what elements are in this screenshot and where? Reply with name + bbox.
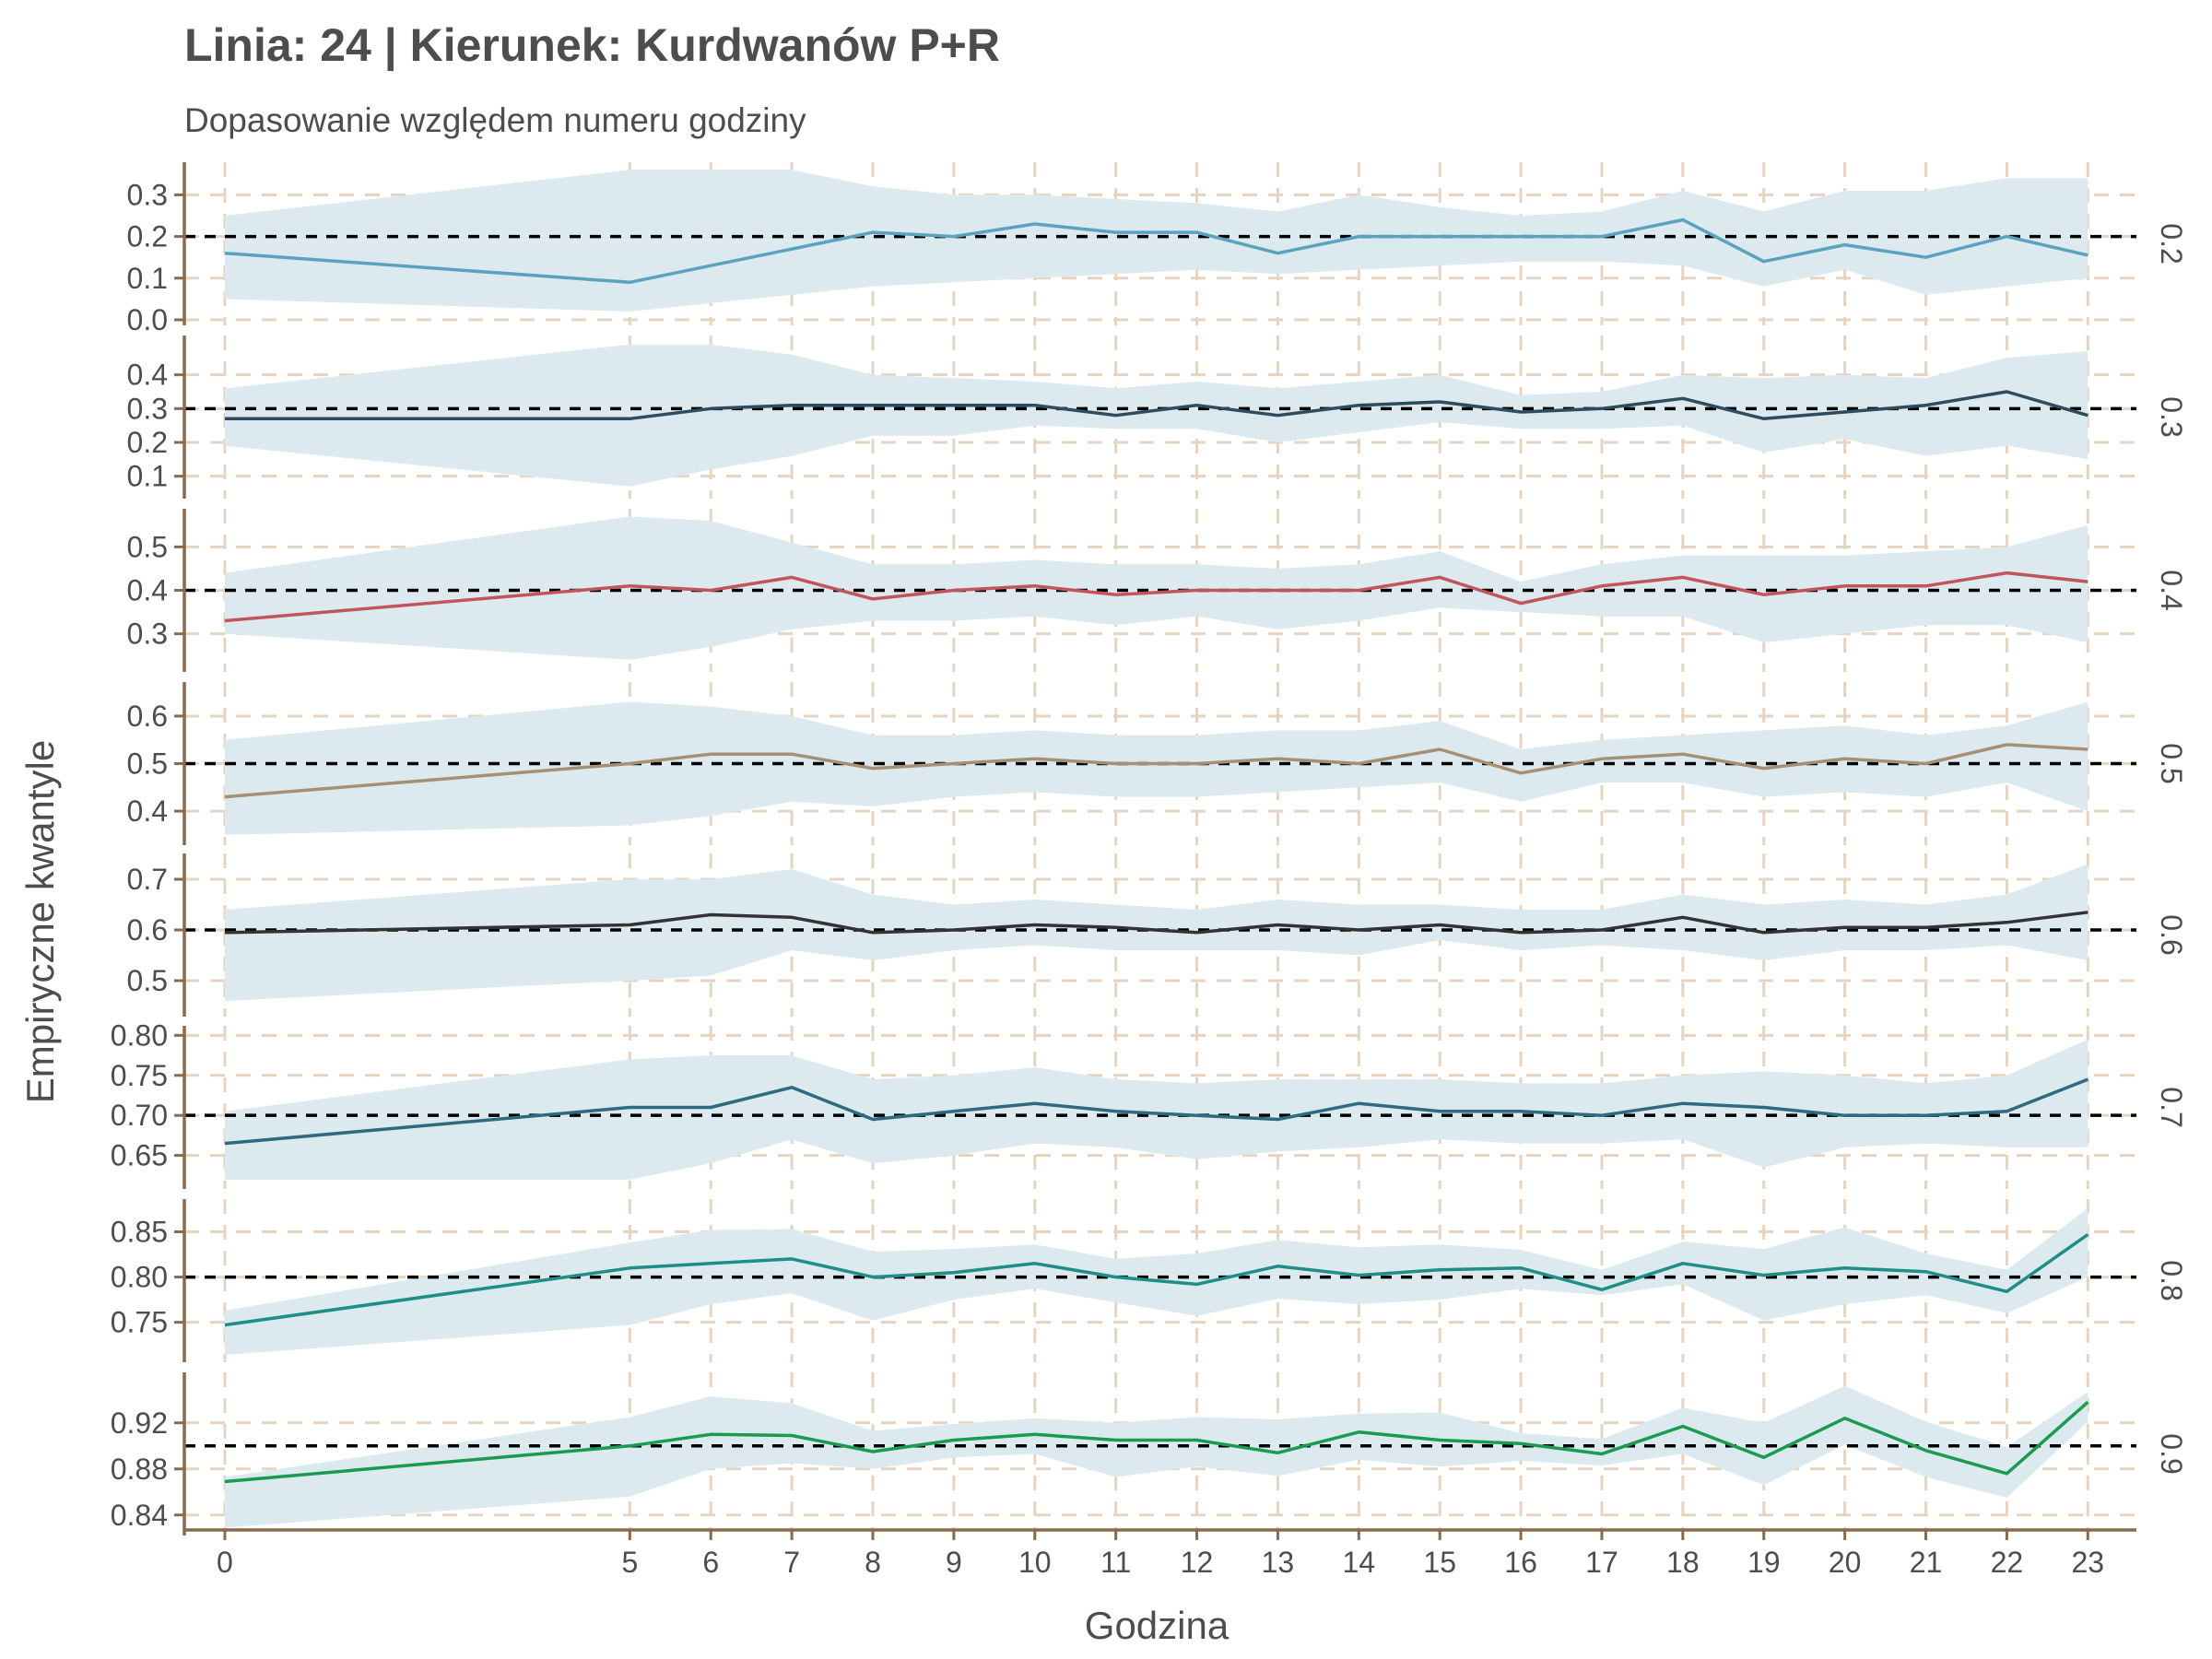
confidence-band <box>224 701 2088 835</box>
y-tick-label: 0.6 <box>127 700 168 733</box>
x-axis-title: Godzina <box>1085 1604 1230 1647</box>
facet-strip-label: 0.3 <box>2155 396 2188 437</box>
x-tick-label: 11 <box>1100 1546 1131 1579</box>
y-tick-label: 0.80 <box>111 1261 168 1294</box>
panel-q04: 0.3 0.4 0.5 0.4 <box>127 509 2188 672</box>
y-tick-label: 0.88 <box>111 1453 168 1486</box>
y-tick-label: 0.75 <box>111 1059 168 1092</box>
facet-strip-label: 0.4 <box>2155 570 2188 610</box>
facet-strip-label: 0.7 <box>2155 1087 2188 1127</box>
x-tick-label: 0 <box>217 1546 233 1579</box>
x-tick-label: 16 <box>1504 1546 1537 1579</box>
facet-strip-label: 0.2 <box>2155 223 2188 264</box>
y-tick-label: 0.85 <box>111 1215 168 1248</box>
y-tick-label: 0.75 <box>111 1306 168 1339</box>
y-tick-label: 0.2 <box>127 426 168 459</box>
x-tick-label: 6 <box>702 1546 719 1579</box>
y-tick-label: 0.2 <box>127 220 168 253</box>
x-tick-label: 13 <box>1262 1546 1295 1579</box>
x-tick-label: 23 <box>2071 1546 2104 1579</box>
panel-q03: 0.10.20.30.40.3 <box>127 335 2188 499</box>
panel-q08: 0.75 0.80 0.85 0.8 <box>111 1199 2188 1362</box>
x-tick-label: 8 <box>865 1546 881 1579</box>
x-tick-label: 12 <box>1181 1546 1214 1579</box>
y-tick-label: 0.4 <box>127 794 168 828</box>
confidence-band <box>224 170 2088 312</box>
series-line <box>224 571 2088 623</box>
x-tick-label: 20 <box>1829 1546 1862 1579</box>
series-line <box>224 1077 2088 1146</box>
y-tick-label: 0.92 <box>111 1406 168 1440</box>
x-tick-label: 21 <box>1910 1546 1943 1579</box>
y-tick-label: 0.4 <box>127 359 168 392</box>
y-tick-label: 0.5 <box>127 964 168 997</box>
confidence-band <box>224 1385 2088 1528</box>
y-tick-label: 0.70 <box>111 1099 168 1132</box>
confidence-band <box>224 1039 2088 1180</box>
y-tick-label: 0.4 <box>127 574 168 607</box>
series-line <box>224 390 2088 421</box>
series-line <box>224 743 2088 799</box>
series-line <box>224 218 2088 285</box>
y-tick-label: 0.3 <box>127 392 168 425</box>
y-tick-label: 0.5 <box>127 530 168 563</box>
series-line <box>224 911 2088 935</box>
series-line <box>224 1232 2089 1327</box>
x-tick-label: 14 <box>1343 1546 1376 1579</box>
y-tick-label: 0.3 <box>127 178 168 211</box>
x-tick-label: 15 <box>1423 1546 1456 1579</box>
confidence-band <box>224 516 2088 660</box>
x-tick-label: 19 <box>1747 1546 1781 1579</box>
x-tick-label: 5 <box>621 1546 638 1579</box>
x-tick-label: 7 <box>783 1546 800 1579</box>
y-tick-label: 0.5 <box>127 747 168 781</box>
x-tick-label: 9 <box>946 1546 962 1579</box>
y-tick-label: 0.6 <box>127 913 168 947</box>
y-tick-label: 0.1 <box>127 262 168 295</box>
y-axis-title: Empiryczne kwantyle <box>18 740 62 1103</box>
facet-strip-label: 0.5 <box>2155 743 2188 783</box>
chart-subtitle: Dopasowanie względem numeru godziny <box>184 101 806 139</box>
facet-panels: 0.00.10.20.30.20.10.20.30.40.30.30.40.50… <box>111 162 2188 1535</box>
confidence-band <box>224 864 2088 1001</box>
panel-q05: 0.4 0.5 0.6 0.5 <box>127 682 2188 845</box>
y-tick-label: 0.1 <box>127 460 168 493</box>
x-tick-label: 22 <box>1991 1546 2024 1579</box>
panel-q09: 0.84 0.88 0.92 0.9 <box>111 1372 2188 1535</box>
y-tick-label: 0.7 <box>127 863 168 896</box>
x-tick-label: 10 <box>1018 1546 1052 1579</box>
x-tick-label: 17 <box>1585 1546 1618 1579</box>
y-tick-label: 0.0 <box>127 303 168 336</box>
confidence-band <box>224 344 2088 487</box>
panel-q07: 0.65 0.70 0.75 0.80 0.7 <box>111 1018 2188 1189</box>
x-tick-label: 18 <box>1666 1546 1700 1579</box>
chart-title: Linia: 24 | Kierunek: Kurdwanów P+R <box>184 19 1000 72</box>
panel-q06: 0.5 0.6 0.7 0.6 <box>127 853 2188 1017</box>
y-tick-label: 0.65 <box>111 1139 168 1172</box>
y-tick-label: 0.84 <box>111 1499 168 1532</box>
y-tick-label: 0.3 <box>127 618 168 651</box>
y-tick-label: 0.80 <box>111 1018 168 1052</box>
panel-q02: 0.0 0.1 0.2 0.3 0.2 <box>127 162 2188 336</box>
x-axis: 0 5 6 7 8 9 10 11 12 13 14 15 16 17 18 19 20 21 22 23 <box>184 1528 2136 1579</box>
facet-strip-label: 0.6 <box>2155 914 2188 955</box>
series-line <box>224 1400 2089 1484</box>
facet-strip-label: 0.9 <box>2155 1433 2188 1474</box>
facet-strip-label: 0.8 <box>2155 1260 2188 1300</box>
